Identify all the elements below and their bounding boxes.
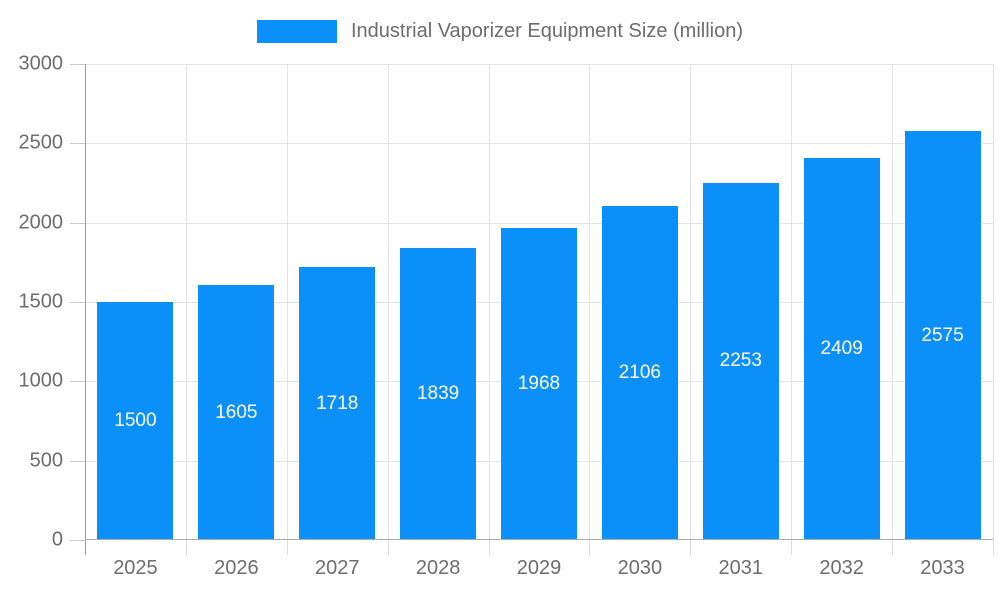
bar-value-label: 1500 (114, 410, 157, 431)
bar: 2575 (904, 131, 981, 540)
y-axis-tick (70, 302, 85, 303)
bar-value-label: 1718 (316, 392, 359, 414)
y-axis-tick (70, 460, 85, 462)
y-axis-tick-label: 3000 (18, 52, 64, 75)
x-axis-tick-label: 2026 (214, 557, 259, 579)
x-axis-tick (387, 540, 389, 555)
x-axis-tick-label: 2029 (516, 557, 562, 579)
x-axis-tick-label: 2027 (314, 557, 360, 579)
bar: 1839 (400, 248, 477, 540)
bar-value-label: 2575 (921, 324, 964, 346)
gridline-x (488, 64, 490, 540)
x-axis-tick-label: 2032 (819, 557, 864, 579)
x-axis-tick (185, 540, 187, 555)
gridline-y (85, 64, 993, 65)
bar-value-label: 2253 (719, 350, 762, 372)
y-axis-tick-label: 2000 (18, 211, 64, 234)
bar-value-label: 1839 (416, 383, 460, 405)
x-axis-tick (286, 540, 288, 555)
bar: 1718 (299, 267, 376, 540)
bar: 1968 (501, 227, 577, 540)
bar-value-label: 2106 (618, 361, 662, 383)
y-axis-line (85, 64, 86, 555)
x-axis-tick (488, 540, 490, 555)
x-axis-tick-label: 2028 (415, 557, 461, 579)
y-axis-tick-label: 2500 (18, 131, 64, 154)
y-axis-tick-label: 1500 (18, 290, 64, 313)
bar-value-label: 1968 (517, 372, 561, 394)
y-axis-tick (70, 64, 85, 65)
bar: 2253 (702, 182, 779, 540)
bar-value-label: 2409 (820, 337, 863, 359)
x-axis-line (85, 539, 993, 540)
bar: 1605 (198, 285, 275, 540)
gridline-x (387, 64, 389, 540)
x-axis-tick-label: 2030 (617, 557, 663, 579)
gridline-x (185, 64, 187, 540)
gridline-y (85, 222, 993, 224)
x-axis-tick (589, 540, 591, 555)
gridline-x (589, 64, 591, 540)
gridline-x (791, 64, 793, 540)
legend: Industrial Vaporizer Equipment Size (mil… (0, 20, 1000, 43)
y-axis-tick-label: 0 (51, 528, 63, 551)
y-axis-tick (70, 222, 85, 224)
y-axis-tick (70, 143, 85, 145)
bar: 2409 (803, 157, 880, 540)
x-axis-tick (791, 540, 793, 555)
bar-value-label: 1605 (215, 401, 258, 423)
legend-swatch (256, 20, 337, 43)
gridline-x (690, 64, 692, 540)
y-axis-tick-label: 500 (29, 449, 63, 472)
x-axis-tick (993, 540, 994, 555)
x-axis-tick (690, 540, 692, 555)
x-axis-tick (892, 540, 894, 555)
x-axis-tick-label: 2025 (113, 557, 158, 579)
bar: 2106 (601, 205, 678, 540)
bar: 1500 (97, 302, 174, 540)
gridline-x (892, 64, 894, 540)
gridline-x (286, 64, 288, 540)
legend-label: Industrial Vaporizer Equipment Size (mil… (350, 20, 743, 42)
y-axis-tick-label: 1000 (18, 369, 64, 392)
x-axis-tick-label: 2033 (920, 557, 965, 579)
gridline-x (993, 64, 994, 540)
y-axis-tick (70, 381, 85, 383)
x-axis-tick-label: 2031 (718, 557, 764, 579)
plot-area: 0 500 1000 1500 2000 2500 3000 1500 2025 1605 2026… (19, 53, 994, 579)
gridline-y (85, 143, 993, 145)
y-axis-tick (70, 540, 85, 541)
